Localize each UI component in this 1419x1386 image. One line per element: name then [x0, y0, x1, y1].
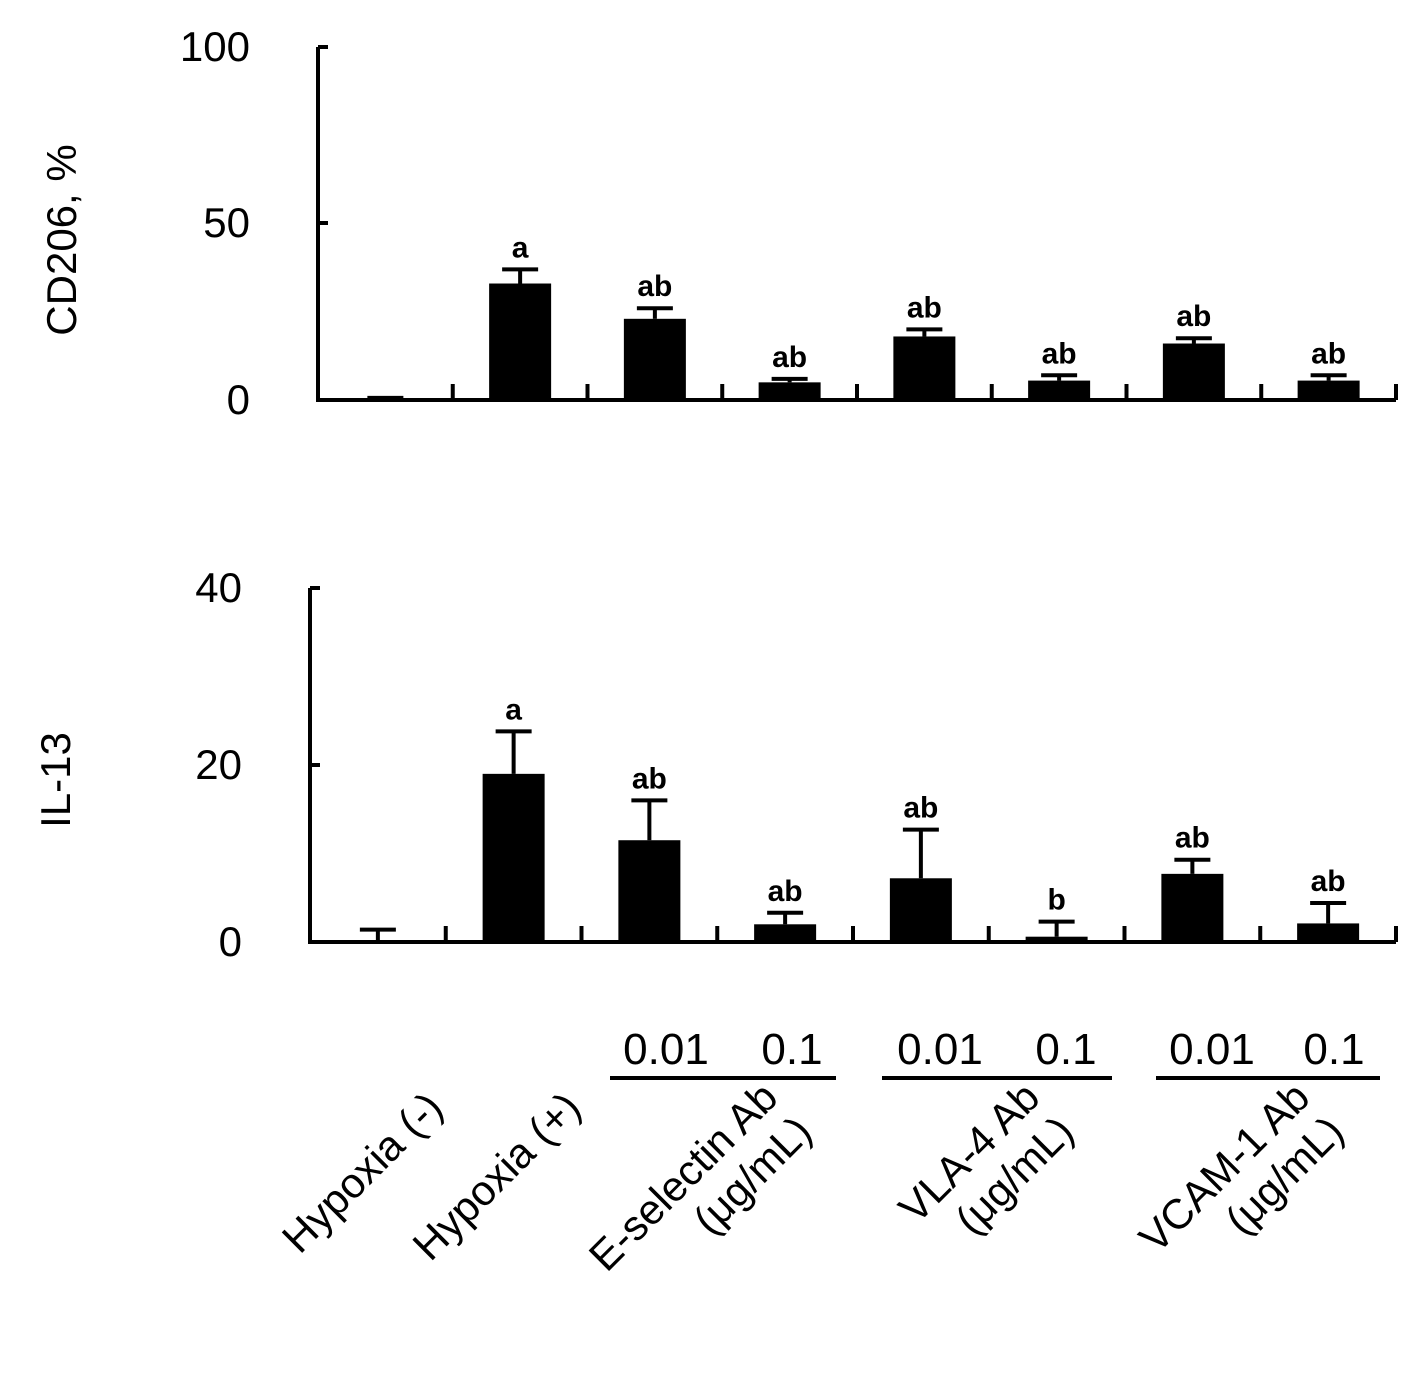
bar — [1028, 380, 1091, 400]
group-label-vcam1: VCAM-1 Ab (μg/mL) — [1130, 1073, 1352, 1261]
significance-label: ab — [772, 341, 807, 374]
significance-label: ab — [1176, 300, 1211, 333]
y-tick-label: 40 — [195, 564, 242, 611]
significance-label: ab — [1175, 822, 1210, 855]
bar — [889, 878, 952, 942]
group-label-eselectin: E-selectin Ab (μg/mL) — [580, 1073, 821, 1280]
bar — [1161, 873, 1224, 942]
conc-label-vla4-low: 0.01 — [897, 1025, 983, 1074]
bar — [754, 924, 817, 942]
bar — [1297, 923, 1360, 942]
cd206-y-axis-title: CD206, % — [38, 144, 85, 335]
cd206-panel: 0 50 100 a ab ab ab ab ab ab — [180, 23, 1398, 423]
group-label-vla4: VLA-4 Ab (μg/mL) — [890, 1073, 1083, 1243]
conc-label-vla4-high: 0.1 — [1035, 1025, 1096, 1074]
conc-label-eselectin-high: 0.1 — [761, 1025, 822, 1074]
y-tick-label: 100 — [180, 23, 250, 70]
y-tick-label: 0 — [227, 376, 250, 423]
bar — [1162, 343, 1225, 400]
significance-label: ab — [903, 792, 938, 825]
significance-label: ab — [632, 762, 667, 795]
conc-label-vcam1-low: 0.01 — [1169, 1025, 1255, 1074]
significance-label: a — [512, 231, 529, 264]
bar — [893, 336, 956, 400]
bar — [346, 940, 409, 942]
bar — [623, 318, 686, 400]
y-tick-label: 20 — [195, 741, 242, 788]
bar — [618, 840, 681, 942]
bar — [489, 283, 552, 400]
significance-label: ab — [1311, 337, 1346, 370]
bar — [758, 382, 821, 400]
y-tick-label: 0 — [219, 918, 242, 965]
bar — [1025, 936, 1088, 942]
bar — [482, 773, 545, 942]
significance-label: b — [1047, 884, 1065, 917]
significance-label: ab — [768, 875, 803, 908]
significance-label: ab — [637, 270, 672, 303]
bar — [1297, 380, 1360, 400]
significance-label: a — [505, 693, 522, 726]
significance-label: ab — [1042, 337, 1077, 370]
il13-panel: 0 20 40 a ab ab ab b ab ab — [195, 564, 1398, 965]
conc-label-vcam1-high: 0.1 — [1303, 1025, 1364, 1074]
il13-y-axis-title: IL-13 — [32, 732, 79, 828]
y-tick-label: 50 — [203, 199, 250, 246]
significance-label: ab — [1311, 865, 1346, 898]
conc-label-eselectin-low: 0.01 — [623, 1025, 709, 1074]
significance-label: ab — [907, 291, 942, 324]
